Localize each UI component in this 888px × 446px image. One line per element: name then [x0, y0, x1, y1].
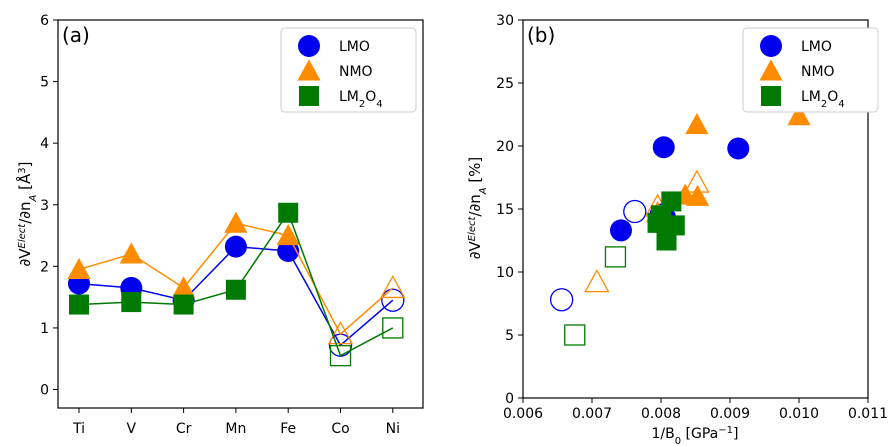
legend-marker-lmo	[760, 35, 782, 57]
panel-b-ylabel: ∂VElect/∂nA [%]	[466, 157, 489, 260]
y-tick-label: 20	[496, 139, 514, 155]
x-tick-label: Co	[331, 421, 349, 437]
data-point-lm2o4	[656, 230, 677, 251]
panel-a: 0 1 2 3 4 5 6 Ti V Cr Mn Fe Co Ni (a) ∂VElect/∂nA [Å3…	[15, 13, 424, 437]
data-point-nmo	[685, 184, 710, 206]
data-point-lm2o4	[225, 279, 246, 300]
data-point-lmo	[381, 288, 405, 312]
panel-a-label: (a)	[62, 23, 90, 47]
y-tick-label: 5	[505, 328, 514, 344]
data-point-nmo	[584, 269, 610, 293]
panel-a-ylabel: ∂VElect/∂nA [Å3]	[15, 162, 39, 267]
y-tick-label: 2	[40, 259, 49, 275]
legend-marker-lmo	[298, 35, 320, 57]
data-point-lm2o4	[651, 205, 671, 226]
data-point-lm2o4	[382, 317, 404, 339]
legend-marker-lm2o4	[299, 86, 319, 106]
legend-label-lmo: LMO	[339, 39, 370, 55]
x-tick-label: Fe	[280, 421, 296, 437]
data-point-nmo	[224, 211, 248, 233]
data-point-lm2o4	[329, 345, 352, 367]
y-tick-label: 4	[40, 136, 49, 152]
x-tick-label: Mn	[225, 421, 246, 437]
data-point-lmo	[727, 137, 750, 160]
y-tick-label: 3	[40, 198, 49, 214]
x-tick-label: 0.006	[503, 406, 543, 422]
x-tick-label: Ni	[386, 421, 400, 437]
panel-b-legend: LMO NMO LM2O4	[742, 27, 879, 113]
legend-label-lm2o4: LM2O4	[339, 89, 383, 110]
y-tick-label: 6	[40, 13, 49, 29]
panel-b-label: (b)	[527, 23, 555, 47]
y-tick-label: 1	[40, 321, 49, 337]
legend-marker-nmo	[297, 59, 321, 81]
panel-b-xlabel: 1/B0 [GPa−1]	[652, 425, 739, 446]
x-tick-label: 0.007	[572, 406, 612, 422]
y-tick-label: 30	[496, 13, 514, 29]
legend-marker-nmo	[759, 59, 783, 81]
legend-label-nmo: NMO	[801, 64, 835, 80]
x-tick-label: Ti	[72, 421, 85, 437]
data-point-nmo	[787, 104, 811, 126]
y-tick-label: 10	[496, 265, 514, 281]
y-tick-label: 0	[40, 383, 49, 399]
data-point-nmo	[67, 257, 91, 279]
x-tick-label: 0.008	[641, 406, 681, 422]
panel-b: 0 5 10 15 20 25 30 0.006 0.007 0.008 0.009 0.010 0.0…	[466, 13, 888, 446]
legend-label-lm2o4: LM2O4	[801, 89, 845, 110]
data-point-lm2o4	[121, 292, 142, 313]
y-tick-label: 15	[496, 202, 514, 218]
legend-marker-lm2o4	[761, 86, 781, 106]
data-point-nmo	[327, 321, 354, 345]
data-point-lm2o4	[604, 246, 627, 268]
x-tick-label: 0.009	[710, 406, 750, 422]
y-tick-label: 0	[505, 391, 514, 407]
y-tick-label: 5	[40, 75, 49, 91]
data-point-nmo	[380, 274, 406, 299]
data-point-lm2o4	[69, 294, 89, 315]
x-tick-label: 0.010	[779, 406, 819, 422]
y-tick-label: 25	[496, 76, 514, 92]
data-point-lmo	[623, 199, 647, 224]
x-tick-label: 0.011	[848, 406, 888, 422]
data-point-lmo	[652, 136, 675, 159]
data-point-lmo	[609, 219, 632, 242]
legend-label-nmo: NMO	[339, 64, 373, 80]
data-point-nmo	[119, 242, 143, 264]
data-point-lmo	[224, 235, 247, 258]
panel-a-frame	[57, 19, 424, 409]
x-tick-label: V	[127, 421, 137, 437]
data-point-lm2o4	[564, 324, 586, 346]
data-point-nmo	[276, 223, 300, 246]
data-point-lm2o4	[173, 294, 194, 315]
legend-label-lmo: LMO	[801, 39, 832, 55]
panel-a-legend: LMO NMO LM2O4	[280, 27, 417, 113]
data-point-nmo	[172, 276, 196, 298]
data-point-lmo	[549, 288, 574, 312]
x-tick-label: Cr	[176, 421, 192, 437]
data-point-nmo	[685, 112, 709, 135]
data-point-lm2o4	[278, 202, 299, 223]
data-point-nmo	[684, 169, 710, 193]
